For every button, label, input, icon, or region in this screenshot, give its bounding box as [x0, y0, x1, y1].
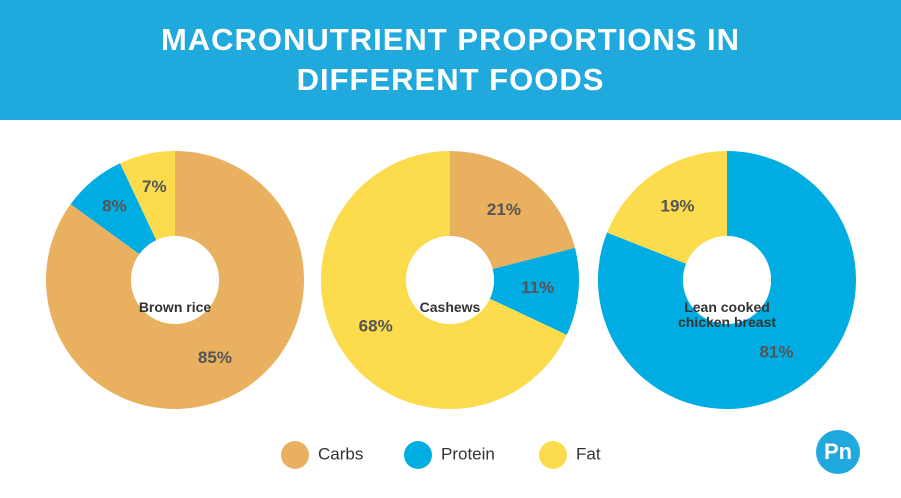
value-label: 68%: [359, 317, 393, 336]
slice: [598, 151, 856, 409]
value-label: 11%: [521, 278, 554, 297]
legend-label: Protein: [441, 444, 495, 463]
slice: [70, 163, 157, 255]
logo: Pn: [816, 430, 860, 474]
slice: [607, 151, 727, 264]
donut-hole: [406, 236, 494, 324]
slice: [321, 151, 567, 409]
donut-hole: [683, 236, 771, 324]
legend-label: Carbs: [318, 444, 363, 463]
value-label: 19%: [661, 197, 695, 216]
donut-hole: [131, 236, 219, 324]
slice: [450, 151, 575, 270]
legend-label: Fat: [576, 444, 601, 463]
value-label: 85%: [198, 348, 232, 367]
value-label: 81%: [759, 342, 793, 361]
slice: [489, 247, 579, 335]
value-label: 21%: [487, 200, 521, 219]
title: MACRONUTRIENT PROPORTIONS IN DIFFERENT F…: [160, 22, 741, 97]
header: MACRONUTRIENT PROPORTIONS IN DIFFERENT F…: [0, 0, 901, 120]
value-label: 7%: [142, 177, 167, 196]
slice: [46, 151, 305, 410]
food-label: Brown rice: [138, 299, 212, 315]
legend-swatch: [404, 441, 432, 469]
legend-swatch: [281, 441, 309, 469]
legend-swatch: [539, 441, 567, 469]
food-label: Lean cooked chicken breast: [677, 299, 777, 330]
food-label: Cashews: [419, 299, 481, 315]
slice: [120, 151, 175, 241]
value-label: 8%: [102, 196, 127, 215]
